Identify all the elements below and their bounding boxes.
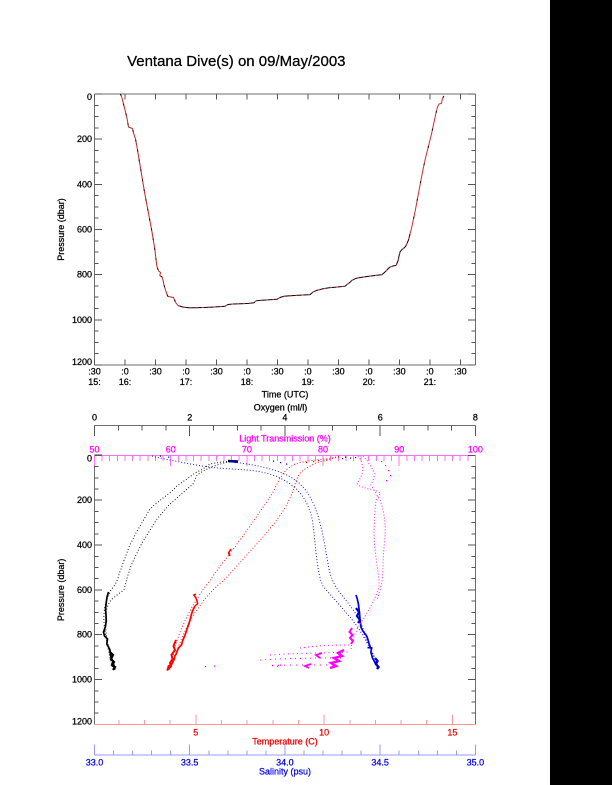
svg-text:Pressure (dbar): Pressure (dbar): [56, 559, 66, 622]
svg-text:400: 400: [77, 179, 92, 189]
svg-text:0: 0: [87, 453, 92, 463]
svg-text:90: 90: [394, 444, 404, 454]
svg-text:15: 15: [447, 727, 457, 737]
svg-text:34.5: 34.5: [371, 757, 389, 767]
svg-text:17:: 17:: [180, 377, 193, 387]
svg-text::0: :0: [304, 367, 312, 377]
svg-text:Time (UTC): Time (UTC): [262, 390, 309, 400]
svg-text:Light Transmission (%): Light Transmission (%): [239, 434, 331, 444]
svg-text:35.0: 35.0: [467, 757, 485, 767]
svg-text:4: 4: [282, 413, 287, 423]
svg-text::0: :0: [121, 367, 129, 377]
svg-text:800: 800: [77, 270, 92, 280]
svg-text:100: 100: [468, 444, 483, 454]
svg-text::0: :0: [426, 367, 434, 377]
svg-text:1200: 1200: [72, 357, 92, 367]
svg-text::30: :30: [271, 367, 284, 377]
svg-text:1000: 1000: [72, 675, 92, 685]
svg-text:70: 70: [242, 444, 252, 454]
svg-text::30: :30: [210, 367, 223, 377]
svg-text:19:: 19:: [302, 377, 315, 387]
svg-text:6: 6: [378, 413, 383, 423]
svg-text:1000: 1000: [72, 315, 92, 325]
svg-text:60: 60: [166, 444, 176, 454]
svg-text::0: :0: [182, 367, 190, 377]
svg-text:200: 200: [77, 134, 92, 144]
svg-text:400: 400: [77, 540, 92, 550]
svg-text::0: :0: [243, 367, 251, 377]
svg-text:Temperature (C): Temperature (C): [252, 736, 318, 746]
svg-text:Ventana Dive(s) on 09/May/2003: Ventana Dive(s) on 09/May/2003: [127, 53, 345, 70]
svg-text:200: 200: [77, 495, 92, 505]
svg-text:33.5: 33.5: [181, 757, 199, 767]
svg-text:18:: 18:: [241, 377, 254, 387]
svg-text::0: :0: [365, 367, 373, 377]
svg-text:1200: 1200: [72, 716, 92, 726]
svg-text:8: 8: [473, 413, 478, 423]
svg-text:50: 50: [89, 444, 99, 454]
svg-text:Pressure (dbar): Pressure (dbar): [56, 198, 66, 261]
svg-text:Oxygen (ml/l): Oxygen (ml/l): [254, 402, 308, 412]
svg-text:600: 600: [77, 585, 92, 595]
svg-text::30: :30: [393, 367, 406, 377]
svg-text:0: 0: [87, 92, 92, 102]
svg-text:21:: 21:: [424, 377, 437, 387]
svg-text:5: 5: [193, 727, 198, 737]
svg-text:10: 10: [319, 727, 329, 737]
svg-text::30: :30: [454, 367, 467, 377]
svg-text::30: :30: [88, 367, 101, 377]
svg-text:34.0: 34.0: [276, 757, 294, 767]
svg-text::30: :30: [332, 367, 345, 377]
svg-text:80: 80: [318, 444, 328, 454]
svg-text:2: 2: [187, 413, 192, 423]
svg-text:20:: 20:: [363, 377, 376, 387]
svg-text:15:: 15:: [88, 377, 101, 387]
svg-text:0: 0: [92, 413, 97, 423]
svg-text:600: 600: [77, 225, 92, 235]
svg-text::30: :30: [149, 367, 162, 377]
svg-text:16:: 16:: [119, 377, 132, 387]
svg-text:33.0: 33.0: [86, 757, 104, 767]
svg-text:800: 800: [77, 630, 92, 640]
svg-text:Salinity (psu): Salinity (psu): [259, 766, 311, 776]
